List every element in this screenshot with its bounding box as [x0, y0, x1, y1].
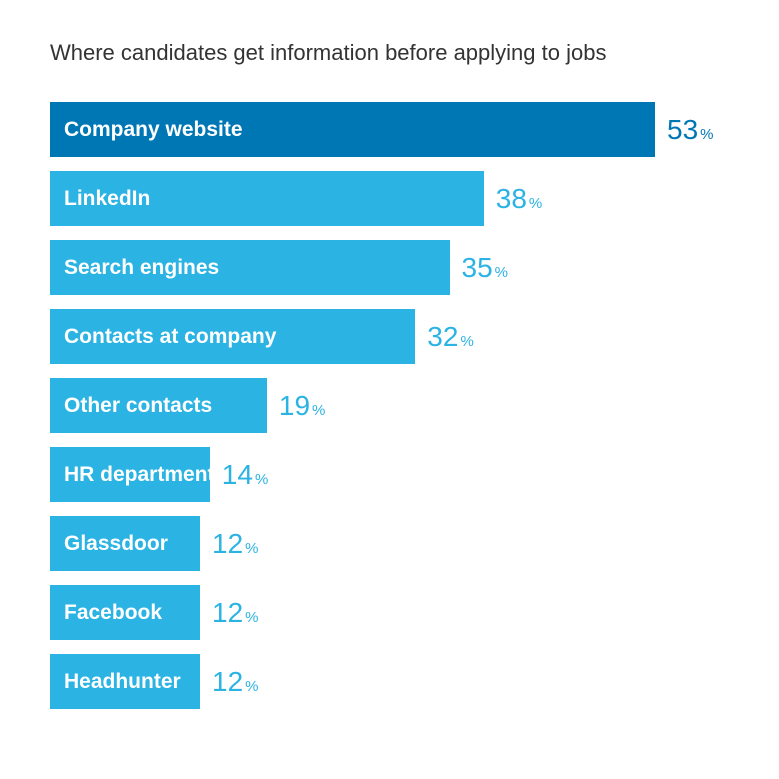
bar-value: 14% [222, 459, 269, 491]
bar-label: Search engines [64, 256, 219, 280]
bar: Contacts at company [50, 309, 415, 364]
bar-value-number: 12 [212, 666, 243, 698]
bar: Headhunter [50, 654, 200, 709]
bar-row: Search engines 35% [50, 240, 729, 295]
bar-label: LinkedIn [64, 187, 150, 211]
bar-label: Other contacts [64, 394, 212, 418]
bar-value-number: 12 [212, 597, 243, 629]
bar-value-number: 19 [279, 390, 310, 422]
bar-label: Facebook [64, 601, 162, 625]
bar-value: 32% [427, 321, 474, 353]
bar-label: Glassdoor [64, 532, 168, 556]
bar-value: 35% [462, 252, 509, 284]
bar-value: 53% [667, 114, 714, 146]
percent-sign: % [245, 540, 258, 557]
bar-label: Company website [64, 118, 243, 142]
bar-row: Other contacts 19% [50, 378, 729, 433]
bar: Facebook [50, 585, 200, 640]
bar-row: HR department 14% [50, 447, 729, 502]
bar-value: 38% [496, 183, 543, 215]
percent-sign: % [255, 471, 268, 488]
bar-chart: Company website53%LinkedIn38%Search engi… [50, 102, 729, 709]
bar-row: Glassdoor 12% [50, 516, 729, 571]
bar: Company website [50, 102, 655, 157]
percent-sign: % [245, 678, 258, 695]
bar: LinkedIn [50, 171, 484, 226]
percent-sign: % [700, 126, 713, 143]
percent-sign: % [495, 264, 508, 281]
bar-value: 12% [212, 597, 259, 629]
bar-row: Contacts at company 32% [50, 309, 729, 364]
bar-value-number: 14 [222, 459, 253, 491]
bar-row: LinkedIn 38% [50, 171, 729, 226]
bar-value-number: 35 [462, 252, 493, 284]
chart-title: Where candidates get information before … [50, 40, 729, 66]
bar-label: HR department [64, 463, 215, 487]
bar-value-number: 32 [427, 321, 458, 353]
bar-label: Contacts at company [64, 325, 276, 349]
bar-row: Facebook 12% [50, 585, 729, 640]
bar: HR department [50, 447, 210, 502]
bar-label: Headhunter [64, 670, 181, 694]
bar-value: 19% [279, 390, 326, 422]
bar-row: Headhunter 12% [50, 654, 729, 709]
bar-value: 12% [212, 528, 259, 560]
bar-row: Company website 53% [50, 102, 729, 157]
percent-sign: % [529, 195, 542, 212]
bar: Search engines [50, 240, 450, 295]
bar-value: 12% [212, 666, 259, 698]
bar-value-number: 38 [496, 183, 527, 215]
bar: Glassdoor [50, 516, 200, 571]
bar-value-number: 53 [667, 114, 698, 146]
percent-sign: % [312, 402, 325, 419]
percent-sign: % [245, 609, 258, 626]
percent-sign: % [460, 333, 473, 350]
bar: Other contacts [50, 378, 267, 433]
bar-value-number: 12 [212, 528, 243, 560]
